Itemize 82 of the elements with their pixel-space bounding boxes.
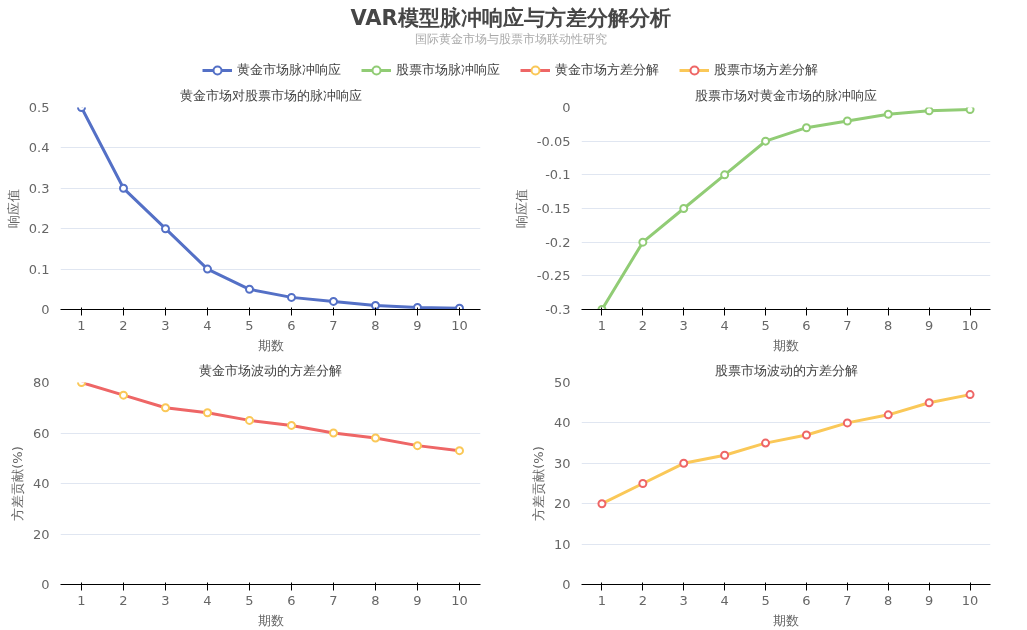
x-tick-label: 9: [413, 592, 422, 608]
y-tick-label: 0.5: [28, 100, 50, 115]
x-tick-label: 4: [720, 317, 729, 333]
chart-title: 黄金市场对股票市场的脉冲响应: [179, 87, 362, 103]
x-tick-label: 2: [638, 317, 647, 333]
x-tick-label: 6: [287, 317, 296, 333]
y-tick-label: 0: [562, 577, 571, 592]
x-tick-label: 3: [161, 317, 170, 333]
x-tick-label: 3: [679, 317, 688, 333]
x-tick-label: 4: [203, 592, 212, 608]
x-tick-label: 4: [203, 317, 212, 333]
x-tick-label: 9: [925, 592, 934, 608]
y-tick-label: 20: [553, 496, 571, 512]
chart-title: 股票市场对黄金市场的脉冲响应: [695, 87, 877, 103]
x-tick-label: 9: [413, 317, 422, 333]
x-tick-label: 1: [77, 317, 86, 333]
x-tick-label: 7: [329, 317, 338, 333]
y-tick-label: 10: [553, 536, 571, 552]
chart-title: 股票市场波动的方差分解: [714, 362, 858, 378]
x-tick-label: 7: [329, 592, 338, 608]
x-tick-label: 8: [371, 317, 380, 333]
legend-label: 黄金市场脉冲响应: [237, 61, 341, 79]
x-tick-label: 4: [720, 592, 729, 608]
x-tick-label: 8: [884, 317, 893, 333]
y-tick-label: 0: [562, 100, 571, 115]
x-tick-label: 8: [884, 592, 893, 608]
legend-label: 股票市场方差分解: [714, 61, 818, 79]
x-axis-title: 期数: [257, 337, 284, 353]
x-tick-label: 5: [245, 592, 254, 608]
x-tick-label: 10: [451, 592, 468, 608]
y-axis-title: 方差贡献(%): [9, 446, 25, 521]
x-tick-label: 2: [119, 592, 128, 608]
x-tick-label: 6: [802, 592, 811, 608]
x-tick-label: 5: [245, 317, 254, 333]
x-axis-title: 期数: [257, 612, 284, 628]
y-tick-label: 0.2: [28, 221, 50, 237]
x-tick-label: 8: [371, 592, 380, 608]
text: VAR模型脉冲响应与方差分解分析: [350, 6, 671, 31]
y-tick-label: -0.3: [545, 302, 571, 317]
x-tick-label: 2: [119, 317, 128, 333]
x-tick-label: 1: [77, 592, 86, 608]
y-tick-label: 0: [41, 302, 50, 317]
y-tick-label: -0.25: [536, 268, 571, 284]
x-tick-label: 5: [761, 317, 770, 333]
x-tick-label: 6: [287, 592, 296, 608]
y-tick-label: 0.4: [28, 140, 50, 156]
x-axis-title: 期数: [773, 612, 799, 628]
x-tick-label: 10: [451, 317, 468, 333]
y-tick-label: -0.1: [545, 167, 571, 183]
x-tick-label: 10: [961, 592, 979, 608]
y-tick-label: 20: [32, 526, 50, 542]
x-tick-label: 2: [638, 592, 647, 608]
y-tick-label: 40: [553, 415, 571, 431]
x-tick-label: 1: [597, 317, 607, 333]
x-tick-label: 7: [843, 317, 852, 333]
x-tick-label: 7: [843, 592, 852, 608]
text: 国际黄金市场与股票市场联动性研究: [414, 31, 607, 46]
y-tick-label: 80: [32, 375, 50, 390]
chart-title: 黄金市场波动的方差分解: [199, 362, 342, 378]
y-axis-title: 响应值: [5, 189, 21, 228]
y-tick-label: -0.15: [536, 201, 571, 216]
x-axis-title: 期数: [773, 337, 799, 353]
x-tick-label: 6: [802, 317, 811, 333]
y-axis-title: 方差贡献(%): [530, 446, 546, 521]
y-tick-label: 0.1: [28, 261, 50, 277]
y-tick-label: 0: [41, 577, 50, 592]
y-tick-label: 30: [553, 455, 571, 471]
y-tick-label: 50: [553, 375, 571, 390]
x-tick-label: 3: [161, 592, 170, 608]
y-tick-label: 0.3: [28, 180, 50, 196]
x-tick-label: 9: [925, 317, 934, 333]
x-tick-label: 3: [679, 592, 688, 608]
x-tick-label: 5: [761, 592, 770, 608]
x-tick-label: 10: [961, 317, 979, 333]
y-tick-label: -0.05: [536, 133, 571, 149]
legend-label: 黄金市场方差分解: [555, 61, 659, 79]
y-tick-label: -0.2: [545, 234, 571, 250]
y-tick-label: 40: [32, 476, 50, 491]
y-tick-label: 60: [32, 425, 50, 441]
x-tick-label: 1: [597, 592, 607, 608]
y-axis-title: 响应值: [513, 189, 529, 228]
legend-label: 股票市场脉冲响应: [396, 61, 500, 79]
